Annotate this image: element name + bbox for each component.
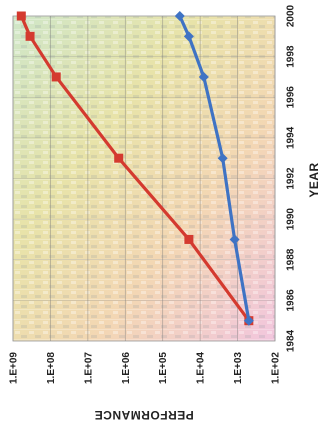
data-point-square — [51, 72, 61, 82]
year-tick-label: 1984 — [286, 329, 297, 352]
performance-tick-label: 1.E+06 — [121, 352, 132, 384]
year-tick-label: 2000 — [286, 4, 297, 27]
data-point-diamond — [243, 315, 254, 326]
performance-axis-title: PERFORMANCE — [94, 408, 194, 422]
performance-tick-label: 1.E+04 — [196, 352, 207, 384]
series-layer — [16, 11, 254, 326]
data-point-square — [16, 11, 26, 21]
data-point-diamond — [229, 234, 240, 245]
year-tick-label: 1990 — [286, 208, 297, 231]
data-point-diamond — [198, 71, 209, 82]
performance-tick-label: 1.E+07 — [83, 352, 94, 384]
year-tick-label: 1986 — [286, 289, 297, 312]
performance-tick-label: 1.E+02 — [271, 352, 282, 384]
performance-tick-label: 1.E+08 — [46, 352, 57, 384]
year-tick-labels: 1984 1986 1988 1990 1992 1994 1996 1998 2000 — [286, 4, 297, 352]
performance-tick-label: 1.E+05 — [158, 352, 169, 384]
data-point-square — [114, 153, 124, 163]
data-point-square — [184, 234, 194, 244]
data-point-diamond — [217, 153, 228, 164]
year-tick-label: 1992 — [286, 167, 297, 190]
data-point-diamond — [183, 31, 194, 42]
performance-tick-label: 1.E+09 — [9, 352, 20, 384]
year-tick-label: 1994 — [286, 126, 297, 149]
performance-tick-label: 1.E+03 — [233, 352, 244, 384]
data-point-diamond — [174, 11, 185, 21]
performance-tick-labels: 1.E+02 1.E+03 1.E+04 1.E+05 1.E+06 1.E+07 1.E+… — [9, 352, 282, 384]
year-tick-label: 1996 — [286, 86, 297, 109]
year-axis-title: YEAR — [307, 162, 321, 197]
data-point-square — [25, 31, 35, 41]
year-tick-label: 1998 — [286, 45, 297, 68]
year-tick-label: 1988 — [286, 248, 297, 271]
series-2 — [174, 11, 254, 326]
